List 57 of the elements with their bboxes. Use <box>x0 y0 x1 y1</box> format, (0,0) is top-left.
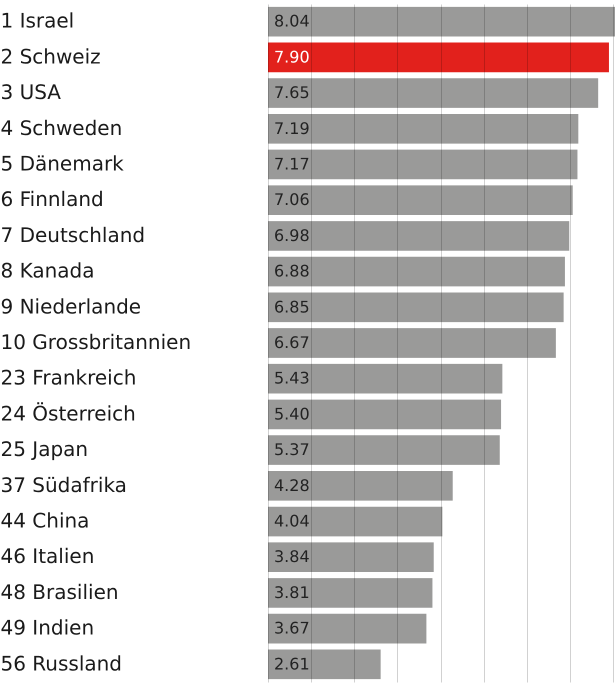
bar <box>268 42 609 72</box>
data-label: 2.61 <box>274 654 310 674</box>
y-tick-label: 46 Italien <box>0 544 94 568</box>
data-label: 5.40 <box>274 404 310 424</box>
y-tick-label: 37 Südafrika <box>0 472 127 497</box>
data-label: 6.98 <box>274 226 310 245</box>
y-tick-label: 25 Japan <box>0 437 88 462</box>
data-label: 7.19 <box>274 118 310 138</box>
y-tick-label: 7 Deutschland <box>0 222 146 247</box>
data-label: 3.84 <box>274 547 310 566</box>
bar <box>268 256 565 286</box>
data-label: 6.88 <box>274 262 310 281</box>
data-label: 3.67 <box>274 618 310 638</box>
data-label: 4.28 <box>274 476 310 495</box>
data-label: 6.85 <box>274 297 310 316</box>
y-tick-label: 6 Finnland <box>0 187 104 212</box>
y-tick-label: 48 Brasilien <box>0 580 119 604</box>
bar <box>268 6 615 36</box>
data-label: 4.04 <box>274 512 310 531</box>
bar <box>268 650 381 680</box>
data-label: 8.04 <box>274 12 310 31</box>
y-tick-label: 24 Österreich <box>0 401 136 426</box>
data-label: 7.17 <box>274 154 310 174</box>
y-tick-label: 49 Indien <box>0 616 94 640</box>
bar <box>268 185 573 216</box>
data-label: 6.67 <box>274 333 310 352</box>
y-tick-label: 56 Russland <box>0 651 122 676</box>
bar <box>268 506 442 536</box>
bar <box>268 364 502 394</box>
data-label: 3.81 <box>274 582 310 602</box>
y-tick-label: 9 Niederlande <box>0 294 142 318</box>
y-tick-label: 8 Kanada <box>0 258 94 283</box>
y-tick-label: 10 Grossbritannien <box>0 330 192 354</box>
bar <box>268 114 578 144</box>
bar <box>268 150 578 180</box>
data-label: 5.37 <box>274 440 310 460</box>
y-tick-label: 4 Schweden <box>0 116 122 140</box>
y-tick-label: 2 Schweiz <box>0 44 101 68</box>
y-tick-label: 44 China <box>0 508 90 533</box>
bar <box>268 328 556 358</box>
bar <box>268 221 570 251</box>
y-tick-label: 3 USA <box>0 80 62 104</box>
y-tick-label: 5 Dänemark <box>0 151 124 176</box>
bar <box>268 470 453 501</box>
bar <box>268 292 564 322</box>
bar <box>268 78 598 108</box>
data-label: 5.43 <box>274 368 310 388</box>
data-label: 7.90 <box>274 47 310 66</box>
y-tick-label: 23 Frankreich <box>0 366 136 390</box>
bar <box>268 614 426 644</box>
bar <box>268 542 434 572</box>
bar <box>268 435 500 465</box>
y-tick-label: 1 Israel <box>0 8 74 33</box>
data-label: 7.06 <box>274 190 310 210</box>
bar <box>268 400 502 430</box>
data-label: 7.65 <box>274 83 310 102</box>
bar <box>268 578 432 608</box>
